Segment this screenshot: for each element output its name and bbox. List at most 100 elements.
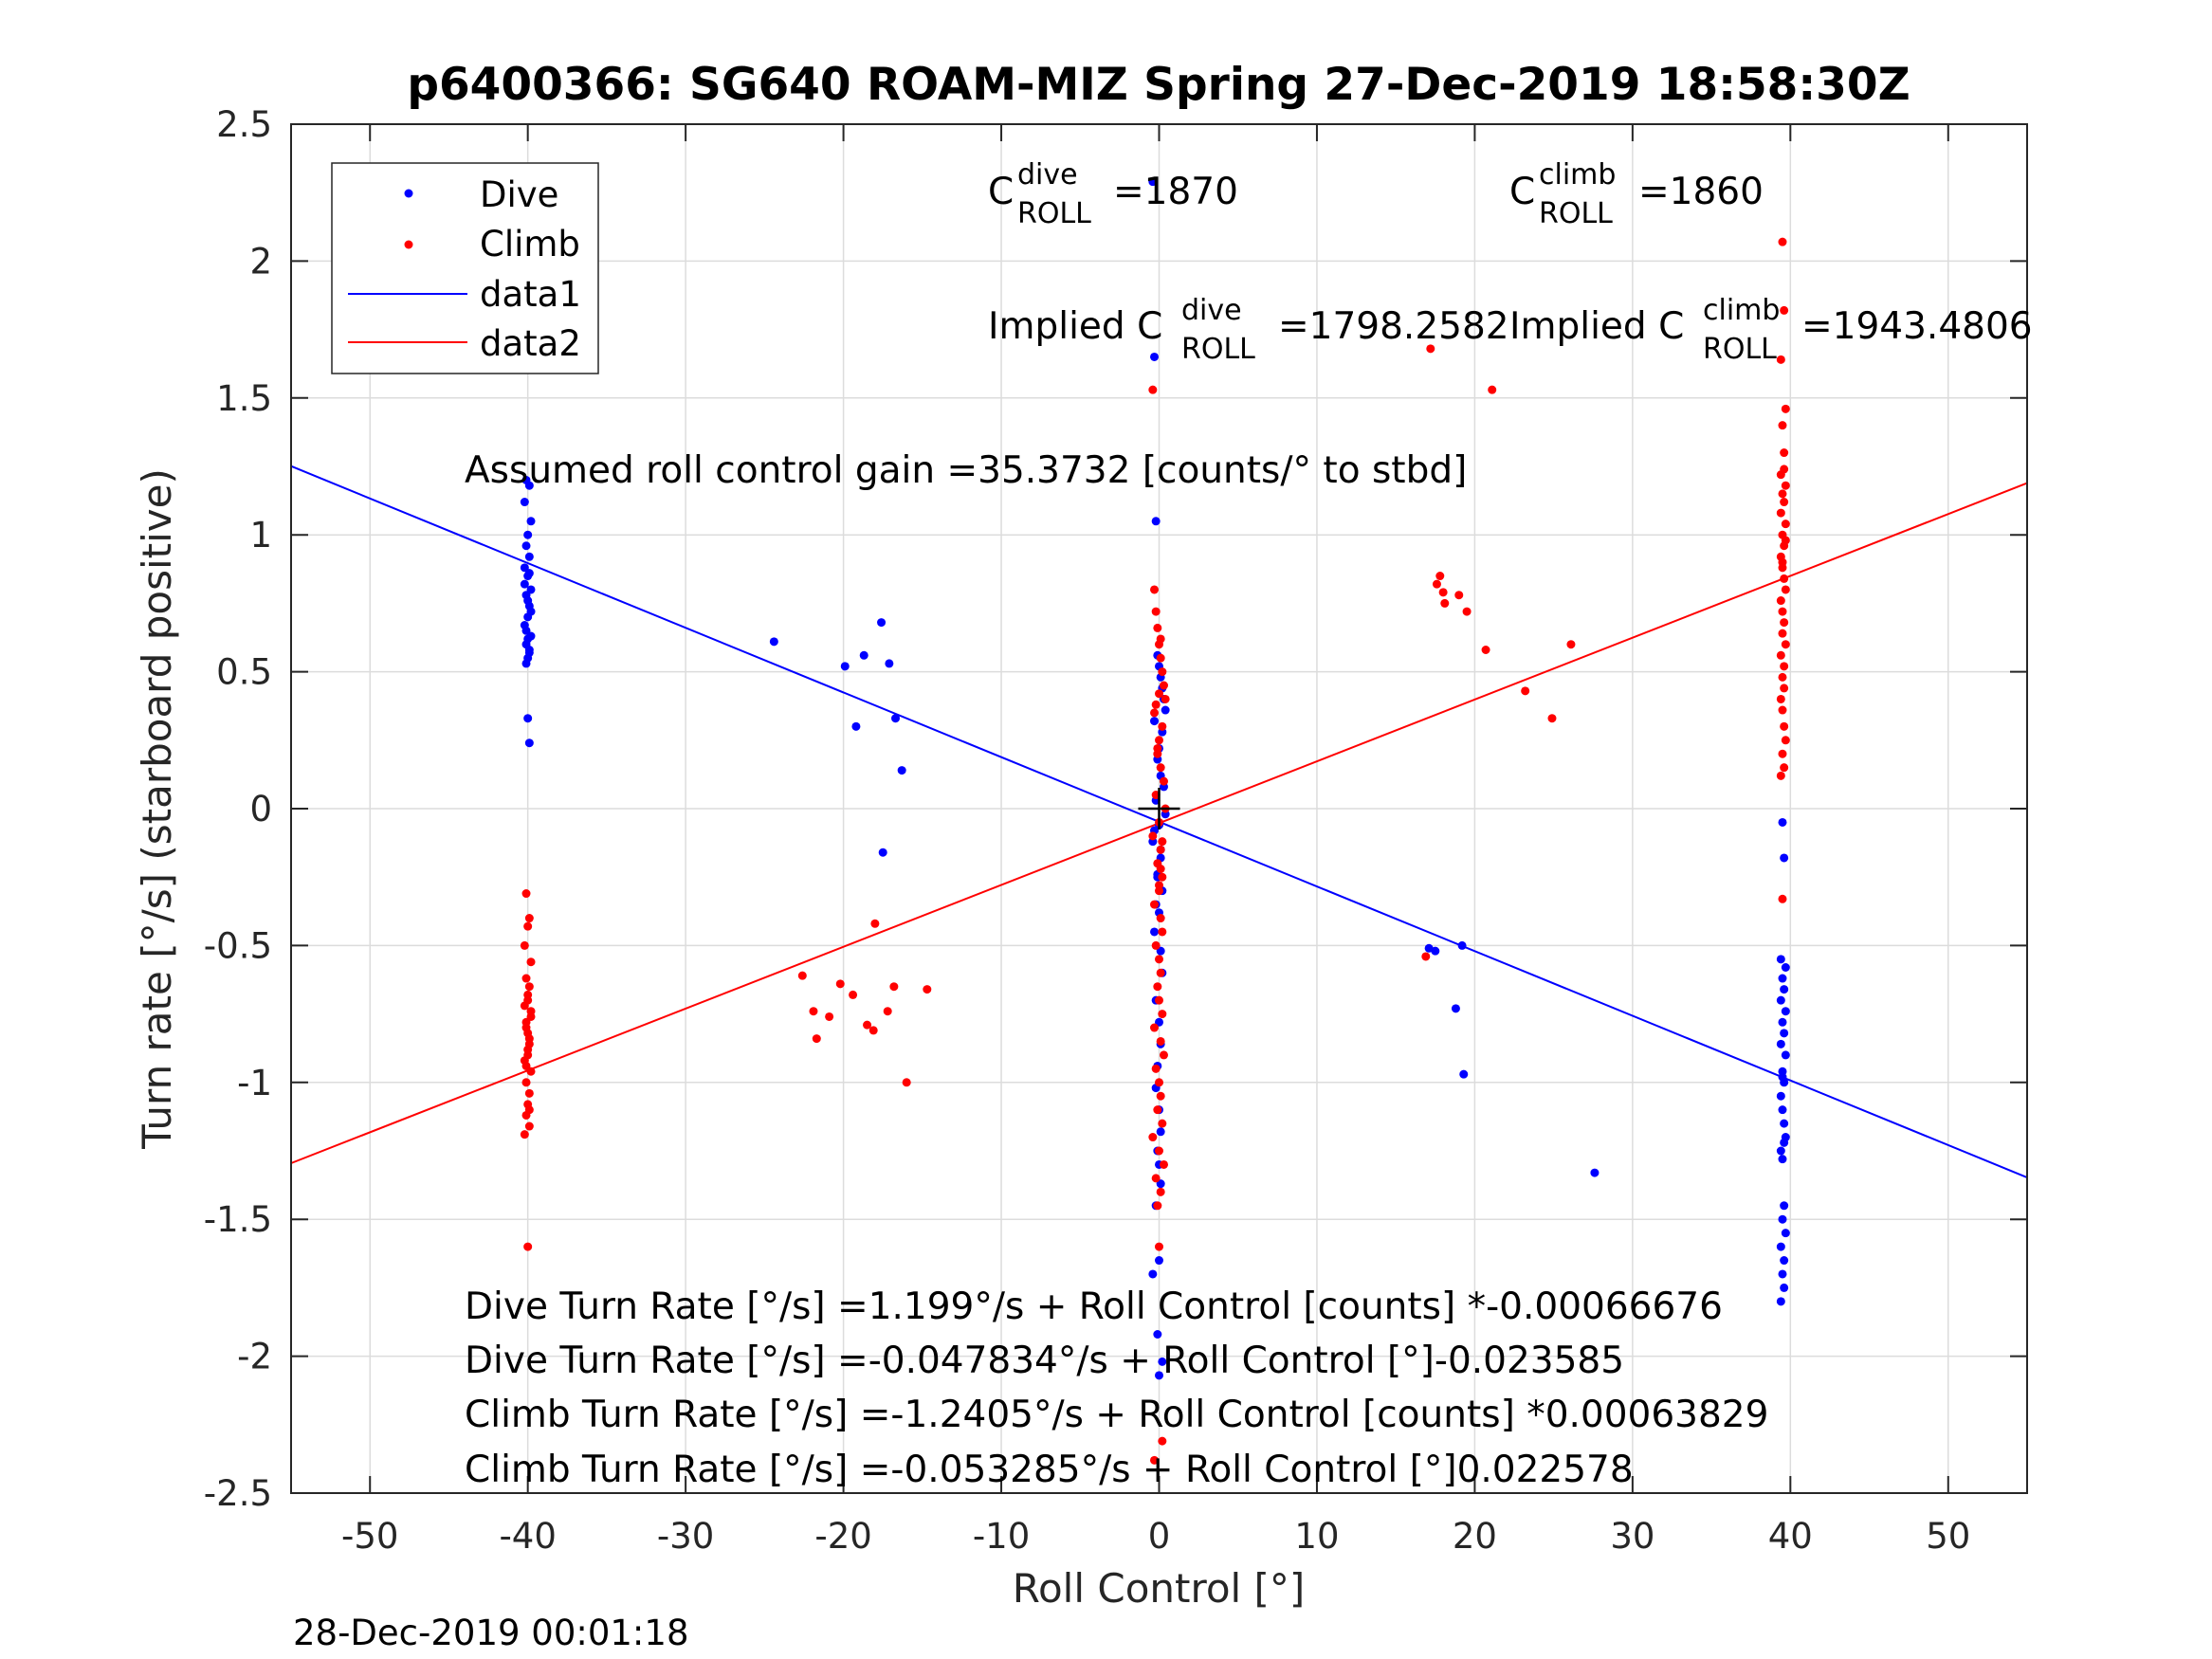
climb-point: [1161, 694, 1170, 703]
fit-equations: Dive Turn Rate [°/s] =1.199°/s + Roll Co…: [465, 1285, 1768, 1491]
climb-point: [526, 957, 536, 967]
climb-point: [1462, 607, 1472, 616]
x-tick-label: -20: [814, 1516, 871, 1557]
climb-point: [863, 1020, 872, 1030]
climb-point: [523, 1050, 533, 1060]
climb-point: [524, 1105, 534, 1115]
dive-point: [859, 650, 868, 660]
climb-point: [1158, 927, 1167, 937]
c-climb-value: =1860: [1638, 171, 1764, 213]
climb-point: [1151, 700, 1161, 709]
dive-point: [1781, 1050, 1790, 1060]
dive-point: [878, 848, 887, 857]
climb-point: [1778, 629, 1787, 638]
climb-point: [1778, 237, 1787, 246]
climb-point: [1566, 640, 1576, 649]
climb-point: [520, 940, 529, 950]
legend-data1-label: data1: [480, 274, 581, 315]
x-tick-label: -30: [657, 1516, 714, 1557]
climb-point: [1155, 955, 1163, 964]
dive-point: [1776, 955, 1785, 964]
climb-point: [1778, 421, 1787, 430]
legend-dive-marker: [404, 189, 413, 198]
dive-point: [1776, 1242, 1785, 1251]
climb-point: [1780, 448, 1789, 458]
climb-point: [849, 990, 858, 999]
y-tick-label: -0.5: [204, 925, 272, 966]
climb-point: [524, 1039, 534, 1048]
dive-point: [1451, 1004, 1460, 1013]
dive-point: [523, 596, 533, 606]
dive-point: [1776, 995, 1785, 1005]
dive-point: [1155, 1371, 1163, 1380]
climb-point: [1155, 689, 1163, 699]
climb-point: [1150, 1455, 1160, 1465]
dive-point: [1778, 1017, 1787, 1027]
climb-point: [1153, 1105, 1162, 1115]
climb-point: [523, 1242, 533, 1251]
climb-point: [1151, 940, 1161, 950]
climb-point: [524, 1121, 534, 1131]
dive-point: [1150, 927, 1160, 937]
implied-climb-value: =1943.4806: [1801, 305, 2033, 348]
y-tick-label: -2: [237, 1337, 272, 1377]
climb-point: [1153, 743, 1162, 753]
climb-point: [1155, 1242, 1163, 1251]
x-tick-label: -40: [499, 1516, 556, 1557]
y-tick-label: -1: [237, 1063, 272, 1103]
dive-point: [1161, 705, 1170, 715]
fit-line-dive-counts: Dive Turn Rate [°/s] =1.199°/s + Roll Co…: [465, 1285, 1723, 1328]
dive-point: [1156, 1127, 1165, 1137]
dive-point: [1778, 974, 1787, 983]
x-tick-label: 20: [1453, 1516, 1497, 1557]
climb-point: [1432, 579, 1441, 589]
climb-point: [1156, 914, 1165, 923]
climb-point: [521, 1061, 531, 1070]
climb-point: [1156, 763, 1165, 773]
climb-point: [526, 1007, 536, 1016]
dive-point: [1780, 1138, 1789, 1147]
dive-point: [524, 569, 534, 578]
c-climb-sup: climb: [1539, 158, 1616, 191]
dive-point: [1778, 1155, 1787, 1164]
dive-point: [526, 607, 536, 616]
y-axis-label: Turn rate [°/s] (starboard positive): [134, 468, 180, 1150]
climb-point: [1781, 640, 1790, 649]
dive-point: [1150, 717, 1160, 726]
climb-point: [1438, 588, 1448, 597]
climb-point: [1781, 585, 1790, 594]
dive-point: [521, 659, 531, 668]
dive-point: [1148, 177, 1158, 187]
climb-point: [1151, 607, 1161, 616]
climb-point: [1158, 1010, 1167, 1019]
climb-point: [797, 971, 807, 980]
climb-point: [1778, 749, 1787, 758]
climb-point: [1158, 837, 1167, 847]
dive-point: [897, 766, 906, 775]
dive-point: [1431, 946, 1440, 956]
c-climb-sub: ROLL: [1539, 197, 1613, 230]
legend-data2-label: data2: [480, 323, 581, 364]
c-climb-base: C: [1509, 171, 1535, 213]
climb-point: [523, 921, 533, 931]
implied-dive-sup: dive: [1181, 294, 1242, 327]
climb-point: [1156, 865, 1165, 874]
y-tick-label: 1: [249, 515, 272, 556]
dive-point: [1150, 352, 1160, 361]
climb-point: [1148, 1133, 1158, 1142]
dive-point: [523, 530, 533, 539]
dive-point: [769, 637, 778, 647]
climb-point: [1778, 705, 1787, 715]
dive-point: [1780, 1201, 1789, 1211]
climb-point: [870, 919, 880, 928]
dive-point: [1780, 985, 1789, 994]
climb-point: [1151, 1064, 1161, 1073]
climb-point: [1780, 721, 1789, 731]
x-tick-label: -50: [341, 1516, 398, 1557]
dive-point: [1151, 517, 1161, 526]
dive-point: [1776, 1297, 1785, 1306]
dive-point: [1780, 1119, 1789, 1128]
c-dive-base: C: [988, 171, 1014, 213]
dive-point: [851, 721, 861, 731]
climb-point: [1454, 591, 1464, 600]
